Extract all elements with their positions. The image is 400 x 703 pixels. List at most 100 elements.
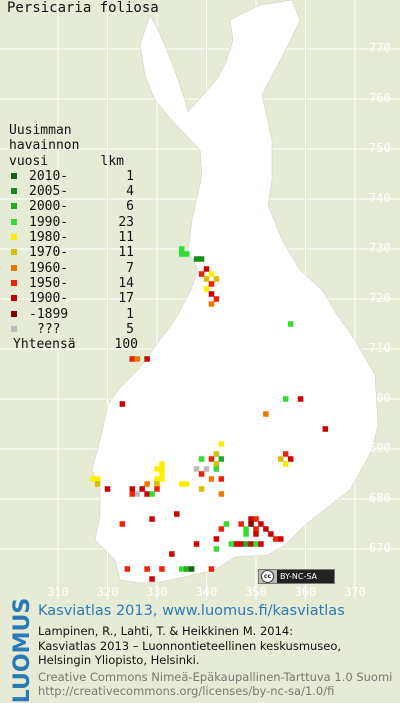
observation-square <box>213 451 220 457</box>
observation-square <box>193 541 200 547</box>
observation-square <box>213 466 220 472</box>
easting-label: 310 <box>47 585 69 599</box>
legend-row: ??? 5 <box>9 322 134 337</box>
license-url-link[interactable]: http://creativecommons.org/licenses/by-n… <box>38 684 335 698</box>
legend: Uusimman havainnon vuosi lkm 2010- 1 2005-… <box>9 123 138 352</box>
luomus-logo: LUOMUS <box>0 598 35 703</box>
license-line-1: Creative Commons Nimeä-Epäkaupallinen-Ta… <box>38 670 393 684</box>
observation-square <box>243 531 249 537</box>
legend-header-count: lkm <box>100 153 124 169</box>
legend-row-count: 5 <box>126 321 134 337</box>
legend-header-line-3: vuosi lkm <box>9 154 134 169</box>
legend-row-count: 6 <box>126 199 134 215</box>
observation-square <box>183 251 190 257</box>
legend-row-label: 1900- <box>29 291 69 307</box>
legend-header: Uusimman havainnon vuosi lkm <box>9 123 134 169</box>
easting-label: 360 <box>294 585 317 599</box>
easting-label: 340 <box>195 585 218 599</box>
observation-square <box>104 486 111 492</box>
legend-row-count: 11 <box>118 245 134 261</box>
observation-square <box>134 356 140 362</box>
observation-square <box>248 541 254 547</box>
observation-square <box>253 526 259 532</box>
legend-row: 1950- 14 <box>9 276 134 291</box>
observation-square <box>287 321 294 327</box>
legend-swatch <box>11 203 17 210</box>
observation-square <box>198 271 205 277</box>
citation-line-3: Helsingin Yliopisto, Helsinki. <box>38 653 200 667</box>
northing-label: 750 <box>369 141 391 155</box>
observation-square <box>263 411 269 417</box>
observation-square <box>268 531 274 537</box>
observation-square <box>149 576 155 582</box>
observation-square <box>278 456 284 462</box>
observation-square <box>144 491 150 497</box>
legend-swatch <box>11 188 17 195</box>
observation-square <box>89 476 96 482</box>
legend-row-count: 17 <box>118 291 134 307</box>
observation-square <box>193 256 200 262</box>
observation-square <box>179 246 185 252</box>
legend-row-label: 2000- <box>29 199 69 215</box>
observation-square <box>129 486 135 492</box>
observation-square <box>139 486 145 492</box>
legend-swatch <box>11 218 17 225</box>
observation-square <box>213 461 220 467</box>
observation-square <box>208 301 215 307</box>
legend-swatch <box>11 279 17 286</box>
observation-square <box>159 466 165 472</box>
observation-square <box>273 536 279 542</box>
legend-row: -1899 1 <box>9 307 134 322</box>
observation-square <box>208 281 215 287</box>
observation-square <box>238 521 244 527</box>
observation-square <box>208 456 215 462</box>
legend-row-count: 14 <box>118 275 134 291</box>
observation-square <box>203 286 210 292</box>
legend-row-label: ??? <box>37 321 61 337</box>
observation-square <box>198 471 205 477</box>
northing-label: 740 <box>369 191 391 205</box>
legend-row-label: 1950- <box>29 275 69 291</box>
observation-square <box>119 401 126 407</box>
legend-row-count: 23 <box>118 214 134 230</box>
observation-square <box>258 541 264 547</box>
observation-square <box>154 476 160 482</box>
legend-row: 1960- 7 <box>9 261 134 276</box>
observation-square <box>179 566 185 572</box>
observation-square <box>213 536 220 542</box>
observation-square <box>169 551 175 557</box>
legend-swatch <box>11 325 17 332</box>
observation-square <box>149 491 155 497</box>
atlas-title-link[interactable]: Kasviatlas 2013, www.luomus.fi/kasviatla… <box>38 603 345 619</box>
legend-row-label: 1960- <box>29 260 69 276</box>
observation-square <box>248 516 254 522</box>
observation-square <box>159 476 165 482</box>
observation-square <box>243 541 249 547</box>
legend-row-count: 1 <box>126 168 134 184</box>
northing-label: 730 <box>369 241 391 255</box>
citation: Lampinen, R., Lahti, T. & Heikkinen M. 2… <box>38 624 341 668</box>
legend-row: 1970- 11 <box>9 245 134 260</box>
legend-row-label: 1970- <box>29 245 69 261</box>
observation-square <box>179 251 185 257</box>
observation-square <box>208 476 215 482</box>
legend-total-count: 100 <box>114 337 138 353</box>
legend-row-count: 11 <box>118 230 134 246</box>
legend-swatch <box>11 264 17 271</box>
legend-row: 2010- 1 <box>9 169 134 184</box>
observation-square <box>159 471 165 477</box>
observation-square <box>233 541 239 547</box>
observation-square <box>208 291 215 297</box>
cc-badge-text: BY-NC-SA <box>277 570 334 583</box>
observation-square <box>253 516 259 522</box>
legend-row-label: 1980- <box>29 230 69 246</box>
observation-square <box>94 476 101 482</box>
legend-row: 2000- 6 <box>9 199 134 214</box>
legend-row: 2005- 4 <box>9 184 134 199</box>
legend-header-line-1: Uusimman <box>9 123 72 138</box>
observation-square <box>253 531 259 537</box>
observation-markers <box>89 246 329 582</box>
northing-label: 680 <box>369 491 391 505</box>
observation-square <box>248 521 254 527</box>
observation-square <box>208 271 215 277</box>
